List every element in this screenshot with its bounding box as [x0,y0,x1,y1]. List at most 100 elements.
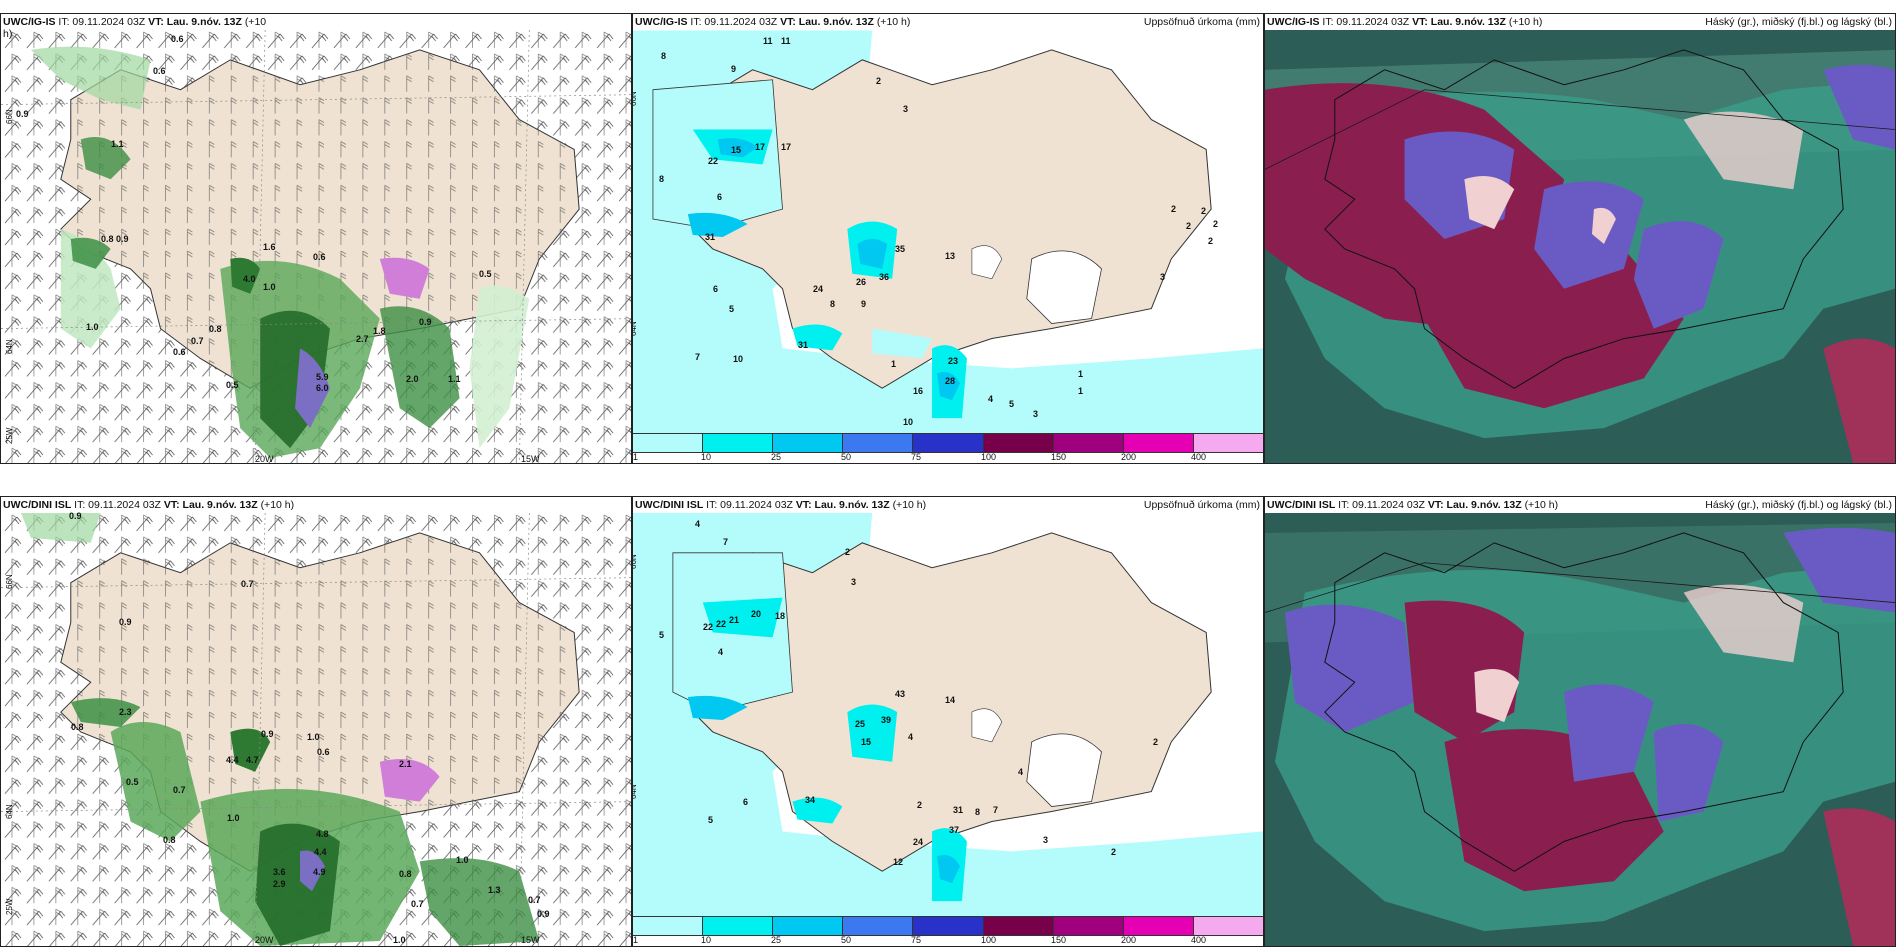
precip-value: 2 [1201,206,1207,216]
wind-value: 0.6 [313,252,326,262]
legend-swatch [1053,434,1124,452]
lon-label-15w: 15W [521,935,540,945]
wind-value: 0.6 [153,66,166,76]
precip-value: 25 [855,719,866,729]
precip-value: 8 [975,807,981,817]
precip-value: 15 [731,145,742,155]
precip-value: 4 [718,647,724,657]
precip-value: 9 [731,64,737,74]
wind-value: 0.9 [116,234,129,244]
legend-swatch [633,917,704,935]
precip-value: 1 [891,359,897,369]
precip-value: 10 [733,354,744,364]
wind-value: 0.9 [69,511,82,521]
wind-value: 0.9 [419,317,432,327]
legend-tick: 150 [1051,935,1067,945]
lat-label-64n: 64N [5,804,14,819]
lon-label-20w: 20W [255,935,274,945]
precip-value: 22 [703,622,714,632]
panel-top-cloud: UWC/IG-IS IT: 09.11.2024 03Z VT: Lau. 9.… [1264,13,1896,464]
wind-value: 0.8 [101,234,114,244]
wind-value: 0.7 [528,895,541,905]
precip-value: 7 [723,537,729,547]
wind-value: 1.3 [488,885,501,895]
panel-right-title: Háský (gr.), miðský (fj.bl.) og lágský (… [1705,499,1892,511]
legend-swatch [1123,434,1194,452]
wind-value: 0.9 [16,109,29,119]
lat-label-64n: 64N [632,321,638,336]
precip-value: 21 [729,615,740,625]
precip-value: 24 [913,837,924,847]
wind-value: 4.4 [226,755,239,765]
precip-value: 2 [917,800,923,810]
legend-tick: 400 [1191,935,1207,945]
wind-precip-map [1,513,631,946]
wind-value: 1.1 [448,374,461,384]
wind-value: 6.0 [316,383,329,393]
panel-bottom-precip: UWC/DINI ISL IT: 09.11.2024 03Z VT: Lau.… [632,496,1264,947]
legend-swatch [773,434,844,452]
wind-value: 0.7 [173,785,186,795]
precip-value: 4 [988,394,994,404]
precip-value: 8 [830,299,836,309]
precip-value: 4 [695,519,701,529]
lat-label-66n: 66N [5,574,14,589]
lat-label-66n: 66N [632,91,638,106]
panel-bottom-wind: UWC/DINI ISL IT: 09.11.2024 03Z VT: Lau.… [0,496,632,947]
legend-tick: 1 [633,935,639,945]
precip-value: 24 [813,284,824,294]
legend-swatch [1193,917,1263,935]
wind-value: 1.0 [263,282,276,292]
precip-value: 2 [1186,221,1192,231]
lat-label-64n: 64N [5,339,14,354]
precip-map [633,30,1263,433]
precip-value: 3 [1160,272,1166,282]
precip-value: 31 [953,805,964,815]
panel-top-wind: UWC/IG-IS IT: 09.11.2024 03Z VT: Lau. 9.… [0,13,632,464]
legend-swatch [913,917,984,935]
wind-value: 1.8 [373,326,386,336]
wind-value: 0.7 [241,579,254,589]
legend-tick: 1 [633,452,639,462]
wind-precip-map [1,30,631,463]
wind-value: 0.6 [173,347,186,357]
legend-tick: 10 [701,935,712,945]
precip-value: 17 [781,142,792,152]
precip-value: 13 [945,251,956,261]
precip-value: 18 [775,611,786,621]
panel-right-title: Uppsöfnuð úrkoma (mm) [1143,16,1260,28]
wind-value: 0.5 [226,380,239,390]
precip-value: 7 [695,352,701,362]
lon-label-25w: 25W [5,898,14,915]
lon-label-20w: 20W [255,454,274,464]
precip-value: 2 [1171,204,1177,214]
legend-swatch [1123,917,1194,935]
legend-swatch [1053,917,1124,935]
lat-label-66n: 66N [5,109,14,124]
precip-value: 5 [659,630,665,640]
legend-tick: 100 [981,452,997,462]
precip-value: 31 [798,340,809,350]
precip-value: 8 [659,174,665,184]
wind-value: 0.6 [171,34,184,44]
precip-value: 3 [851,577,857,587]
panel-title: UWC/IG-IS IT: 09.11.2024 03Z VT: Lau. 9.… [3,16,267,40]
panel-bottom-cloud: UWC/DINI ISL IT: 09.11.2024 03Z VT: Lau.… [1264,496,1896,947]
lon-label-25w: 25W [5,427,14,444]
precip-value: 22 [716,619,727,629]
wind-value: 0.8 [209,324,222,334]
precip-value: 2 [1153,737,1159,747]
precip-legend: 1 10 25 50 75 100 150 200 400 [633,433,1263,463]
precip-value: 28 [945,376,956,386]
wind-value: 5.9 [316,372,329,382]
wind-value: 2.1 [399,759,412,769]
precip-value: 22 [708,156,719,166]
legend-tick: 50 [841,935,852,945]
precip-value: 2 [845,547,851,557]
precip-value: 36 [879,272,890,282]
wind-value: 1.0 [86,322,99,332]
panel-title: UWC/IG-IS IT: 09.11.2024 03Z VT: Lau. 9.… [1267,16,1543,28]
legend-swatch [773,917,844,935]
precip-value: 2 [1111,847,1117,857]
precip-value: 14 [945,695,956,705]
